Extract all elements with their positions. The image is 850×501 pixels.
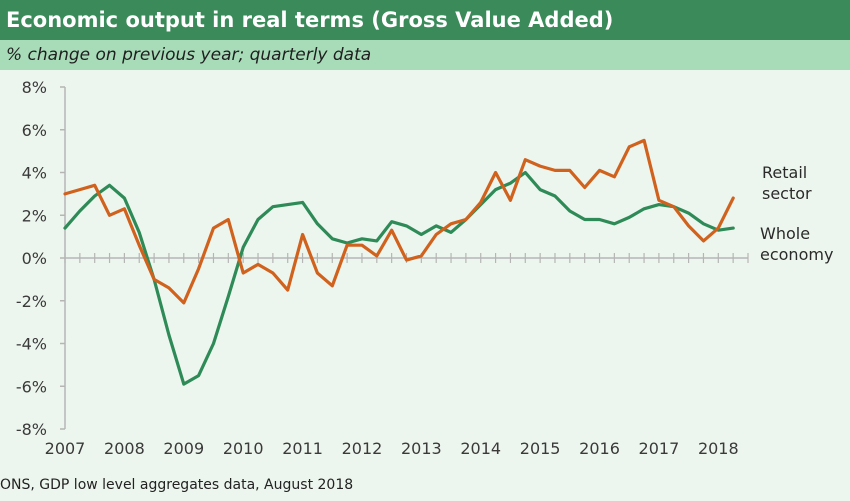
chart-axes: 8% 6% 4% 2% 0% -2% -4% -6% -8%2007 2008 2009 2010 20…	[16, 78, 749, 458]
x-tick-label: 2013	[401, 439, 442, 458]
series-line-whole	[63, 170, 735, 386]
chart-subtitle: % change on previous year; quarterly dat…	[0, 40, 850, 70]
chart-series	[63, 138, 735, 386]
series-label-whole: Whole	[760, 224, 810, 243]
x-tick-label: 2017	[639, 439, 680, 458]
y-tick-label: -2%	[16, 292, 47, 311]
x-tick-label: 2018	[698, 439, 739, 458]
series-label-whole: economy	[760, 245, 833, 264]
chart-title: Economic output in real terms (Gross Val…	[0, 0, 850, 40]
y-tick-label: -4%	[16, 335, 47, 354]
y-tick-label: 4%	[22, 164, 47, 183]
x-tick-label: 2007	[45, 439, 86, 458]
x-tick-label: 2012	[342, 439, 383, 458]
y-tick-label: -8%	[16, 420, 47, 439]
source-note: ONS, GDP low level aggregates data, Augu…	[0, 477, 354, 493]
series-label-retail: Retail	[762, 163, 807, 182]
x-tick-label: 2010	[223, 439, 264, 458]
y-tick-label: 0%	[22, 249, 47, 268]
x-tick-label: 2016	[579, 439, 620, 458]
series-label-retail: sector	[762, 184, 812, 203]
y-tick-label: -6%	[16, 377, 47, 396]
x-tick-label: 2008	[104, 439, 145, 458]
x-tick-label: 2009	[163, 439, 204, 458]
y-tick-label: 2%	[22, 206, 47, 225]
x-tick-label: 2015	[520, 439, 561, 458]
x-tick-label: 2014	[460, 439, 501, 458]
series-labels: Retail sector Whole economy	[760, 163, 833, 264]
x-tick-label: 2011	[282, 439, 323, 458]
y-tick-label: 6%	[22, 121, 47, 140]
y-tick-label: 8%	[22, 78, 47, 97]
series-line-retail	[63, 138, 735, 305]
